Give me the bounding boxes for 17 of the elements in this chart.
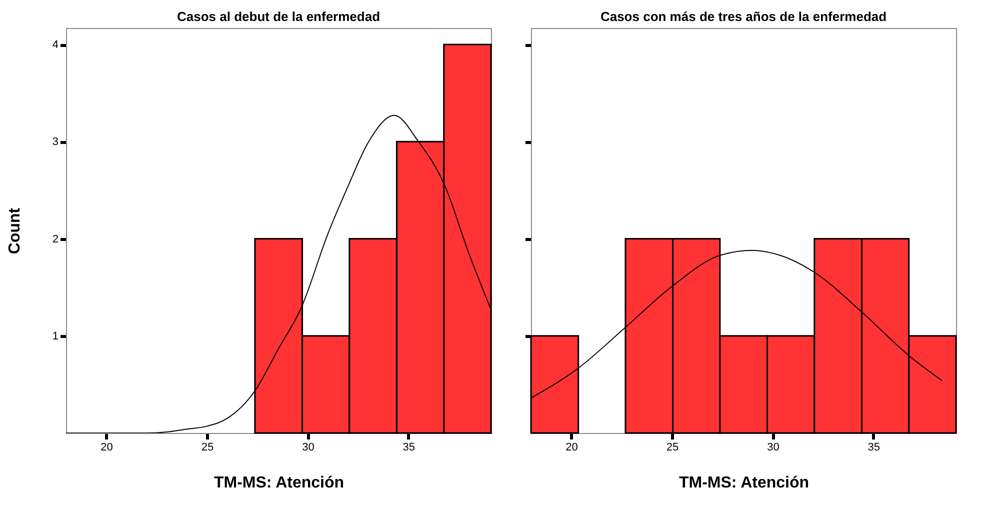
x-tick-label: 35 xyxy=(868,442,880,454)
y-axis-title: Count xyxy=(6,207,24,254)
x-tick-label: 25 xyxy=(666,442,679,454)
x-tick-label: 20 xyxy=(100,442,113,454)
x-axis-title: TM-MS: Atención xyxy=(678,474,810,492)
chart-title: Casos al debut de la enfermedad xyxy=(176,9,380,24)
x-tick-label: 20 xyxy=(566,442,578,454)
y-tick-label: 1 xyxy=(52,330,58,342)
x-tick-label: 30 xyxy=(302,442,314,454)
chart-title: Casos con más de tres años de la enfermedad xyxy=(600,9,887,24)
y-tick-label: 4 xyxy=(52,39,58,52)
x-tick-label: 35 xyxy=(402,442,416,454)
x-tick-label: 25 xyxy=(201,442,214,454)
y-tick-label: 2 xyxy=(52,233,58,246)
x-tick-label: 30 xyxy=(767,442,780,454)
x-axis-title: TM-MS: Atención xyxy=(214,474,344,492)
y-tick-label: 3 xyxy=(52,136,58,148)
